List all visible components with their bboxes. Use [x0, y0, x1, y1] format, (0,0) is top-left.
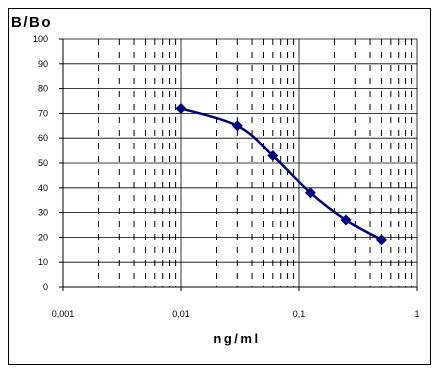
x-tick-label: 0,01 — [172, 309, 190, 319]
y-tick-label: 60 — [38, 133, 48, 143]
data-point-marker — [340, 214, 352, 226]
y-tick-label: 90 — [38, 59, 48, 69]
y-tick-label: 20 — [38, 232, 48, 242]
y-tick-label: 0 — [43, 282, 48, 292]
y-tick-label: 100 — [33, 34, 48, 44]
series-line — [180, 107, 383, 241]
y-tick-label: 50 — [38, 158, 48, 168]
y-tick-label: 70 — [38, 108, 48, 118]
chart-frame — [8, 8, 431, 365]
x-tick-label: 1 — [414, 309, 419, 319]
y-tick-label: 30 — [38, 208, 48, 218]
x-tick-label: 0,001 — [52, 309, 75, 319]
y-axis-label: B/Bo — [11, 14, 52, 31]
y-tick-labels: 0 10 20 30 40 50 60 70 80 90 100 — [33, 34, 48, 292]
x-tick-labels: 0,001 0,01 0,1 1 — [52, 309, 420, 319]
axes — [59, 38, 418, 291]
series-markers — [175, 102, 387, 246]
data-point-marker — [375, 234, 387, 246]
y-tick-label: 10 — [38, 257, 48, 267]
y-tick-label: 40 — [38, 183, 48, 193]
x-tick-label: 0,1 — [293, 309, 306, 319]
data-point-marker — [175, 102, 187, 114]
gridlines — [63, 38, 418, 287]
data-point-marker — [304, 187, 316, 199]
data-point-marker — [231, 120, 243, 132]
data-point-marker — [267, 150, 279, 162]
x-axis-label: ng/ml — [213, 331, 260, 346]
y-tick-label: 80 — [38, 84, 48, 94]
